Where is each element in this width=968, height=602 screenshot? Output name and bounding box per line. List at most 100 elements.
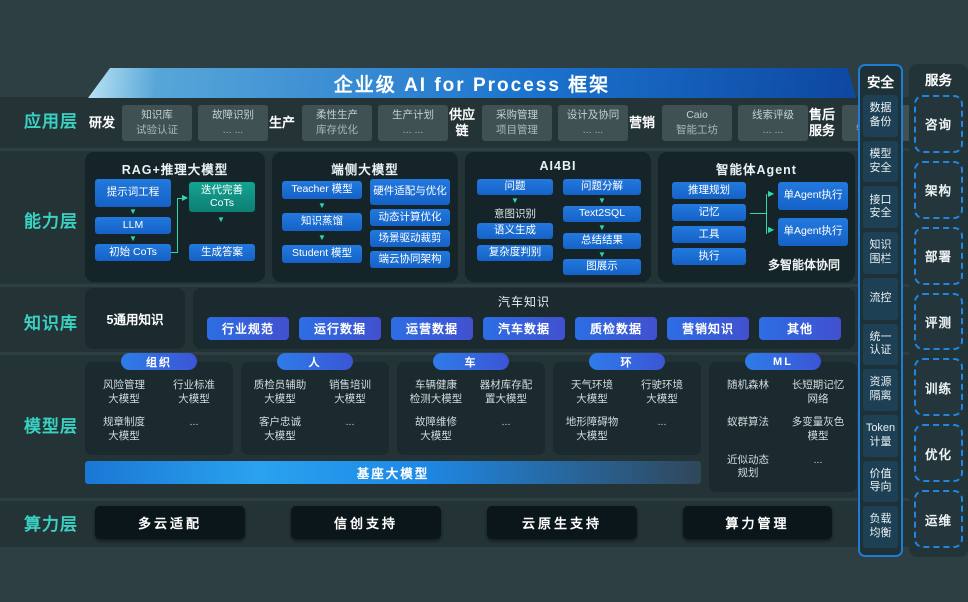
security-item-line: 导向 — [869, 481, 892, 494]
rag-answer-box: 生成答案 — [189, 244, 255, 261]
label-model-layer: 模型层 — [24, 417, 78, 436]
app-box-line: 设计及协同 — [566, 109, 620, 122]
app-box-line: 项目管理 — [496, 124, 538, 136]
app-box: 线索评级 ... ... — [738, 105, 808, 141]
model-cell: 长短期记忆 网络 — [783, 379, 853, 406]
app-box-line: ... ... — [222, 124, 244, 136]
arrow-down-icon: ▼ — [598, 250, 606, 259]
service-item: 部署 — [914, 226, 963, 285]
service-item: 评测 — [914, 292, 963, 351]
model-cell: 故障维修 大模型 — [401, 416, 471, 443]
security-item-line: 资源 — [869, 376, 892, 389]
security-column: 安全 数据 备份 模型 安全 接口 安全 知识 围栏 流控 统一 认证 资源 隔离 Toke… — [858, 64, 903, 557]
app-box: 采购管理 项目管理 — [482, 105, 552, 141]
service-item: 优化 — [914, 424, 963, 483]
model-grid: 质检员辅助 大模型 销售培训 大模型 客户忠诚 大模型 ... — [241, 362, 389, 450]
arrow-down-icon: ▼ — [217, 215, 225, 224]
app-box-line: 线索评级 — [752, 109, 794, 122]
app-box-line: 试验认证 — [136, 124, 178, 136]
model-cell-line: ... — [657, 416, 667, 429]
rag-init-cots-box: 初始 CoTs — [95, 244, 171, 261]
model-cell: 风险管理 大模型 — [89, 379, 159, 406]
model-cell: 销售培训 大模型 — [315, 379, 385, 406]
arrow-down-icon: ▼ — [129, 207, 137, 216]
security-item: 接口 安全 — [863, 186, 898, 229]
model-group-ml: ML 随机森林 长短期记忆 网络 蚁群算法 多变量灰色 模型 近似动态 规划 ... — [709, 353, 857, 492]
security-item-line: 模型 — [869, 147, 892, 160]
model-cell-line: 网络 — [807, 392, 829, 405]
app-box-line: Caio — [686, 109, 708, 122]
foundation-model-bar: 基座大模型 — [85, 461, 701, 484]
edge-opt-box: 场景驱动裁剪 — [370, 230, 450, 247]
model-cell: ... — [783, 454, 853, 481]
security-item-line: 隔离 — [869, 390, 892, 403]
model-grid: 风险管理 大模型 行业标准 大模型 规章制度 大模型 ... — [85, 362, 233, 450]
panel-edge-model: 端侧大模型 Teacher 模型 ▼ 知识蒸馏 ▼ Student 模型 硬件适… — [272, 152, 458, 282]
agent-exec-box: 单Agent执行 — [778, 218, 848, 246]
security-item-line: 接口 — [869, 193, 892, 206]
arrow-down-icon: ▼ — [318, 201, 326, 210]
app-group-label: 供应链 — [448, 107, 475, 138]
model-group-tag: 环 — [589, 353, 665, 370]
compute-box-management: 算力管理 — [683, 506, 832, 539]
agent-capability-box: 记忆 — [672, 204, 746, 221]
model-cell-line: ... — [813, 453, 823, 466]
model-cell-line: 器材库存配 — [479, 379, 533, 391]
model-cell: 蚁群算法 — [713, 416, 783, 443]
panel-ai4bi: AI4BI 问题 ▼ 意图识别 语义生成 复杂度判别 问题分解 ▼ Text2S… — [465, 152, 651, 282]
agent-capability-box: 执行 — [672, 248, 746, 265]
knowledge-pill: 运营数据 — [391, 317, 473, 340]
model-cell-line: 车辆健康 — [415, 379, 457, 391]
model-cell: 规章制度 大模型 — [89, 416, 159, 443]
ai4bi-intent-label: 意图识别 — [494, 208, 536, 220]
model-cell-line: 近似动态 — [727, 453, 769, 466]
compute-box-xinchuang: 信创支持 — [291, 506, 441, 539]
model-cell-line: 大模型 — [646, 392, 678, 405]
model-cell: 质检员辅助 大模型 — [245, 379, 315, 406]
app-box-line: 智能工坊 — [676, 124, 718, 136]
app-box: 设计及协同 ... ... — [558, 105, 628, 141]
model-group-organization: 组织 风险管理 大模型 行业标准 大模型 规章制度 大模型 ... — [85, 353, 233, 455]
label-knowledge-layer: 知识库 — [24, 314, 78, 333]
security-item: 数据 备份 — [863, 95, 898, 137]
model-cell: ... — [159, 416, 229, 443]
security-item-line: 围栏 — [869, 252, 892, 265]
security-column-title: 安全 — [867, 75, 894, 90]
model-grid: 车辆健康 检测大模型 器材库存配 置大模型 故障维修 大模型 ... — [397, 362, 545, 450]
app-group-production: 生产 柔性生产 库存优化 生产计划 ... ... — [268, 105, 448, 141]
knowledge-pill: 质检数据 — [575, 317, 657, 340]
security-item: 价值 导向 — [863, 460, 898, 503]
panel-rag-reasoning: RAG+推理大模型 提示词工程 ▼ LLM ▼ 初始 CoTs ▶ 迭代完善Co… — [85, 152, 265, 282]
model-group-tag: 人 — [277, 353, 353, 370]
arrow-down-icon: ▼ — [511, 196, 519, 205]
model-cell-line: 随机森林 — [727, 379, 769, 391]
ai4bi-step-box: 图展示 — [563, 259, 641, 275]
knowledge-pill: 营销知识 — [667, 317, 749, 340]
app-box-line: 生产计划 — [392, 109, 434, 122]
model-cell: 客户忠诚 大模型 — [245, 416, 315, 443]
app-box-line: ... ... — [402, 124, 424, 136]
model-cell: 行业标准 大模型 — [159, 379, 229, 406]
app-group-marketing: 营销 Caio 智能工坊 线索评级 ... ... — [628, 105, 808, 141]
model-cell-line: 多变量灰色 — [791, 416, 845, 429]
security-item: 模型 安全 — [863, 140, 898, 183]
rag-iter-cots-box: 迭代完善CoTs — [189, 182, 255, 212]
arrow-down-icon: ▼ — [318, 233, 326, 242]
security-item-line: 知识 — [869, 239, 892, 252]
knowledge-pill: 行业规范 — [207, 317, 289, 340]
model-cell: ... — [315, 416, 385, 443]
connector-line — [177, 198, 185, 199]
label-app-layer: 应用层 — [24, 112, 78, 131]
model-cell-line: 规章制度 — [103, 416, 145, 429]
model-cell: 天气环境 大模型 — [557, 379, 627, 406]
ai4bi-step-box: 总结结果 — [563, 233, 641, 249]
app-box-line: ... ... — [582, 124, 604, 136]
app-box: 生产计划 ... ... — [378, 105, 448, 141]
security-item: 统一 认证 — [863, 323, 898, 366]
app-box-line: 柔性生产 — [316, 109, 358, 122]
knowledge-pills-row: 行业规范 运行数据 运营数据 汽车数据 质检数据 营销知识 其他 — [193, 310, 855, 340]
model-group-vehicle: 车 车辆健康 检测大模型 器材库存配 置大模型 故障维修 大模型 ... — [397, 353, 545, 455]
model-group-tag: 组织 — [121, 353, 197, 370]
knowledge-general-box: 5通用知识 — [85, 288, 185, 349]
